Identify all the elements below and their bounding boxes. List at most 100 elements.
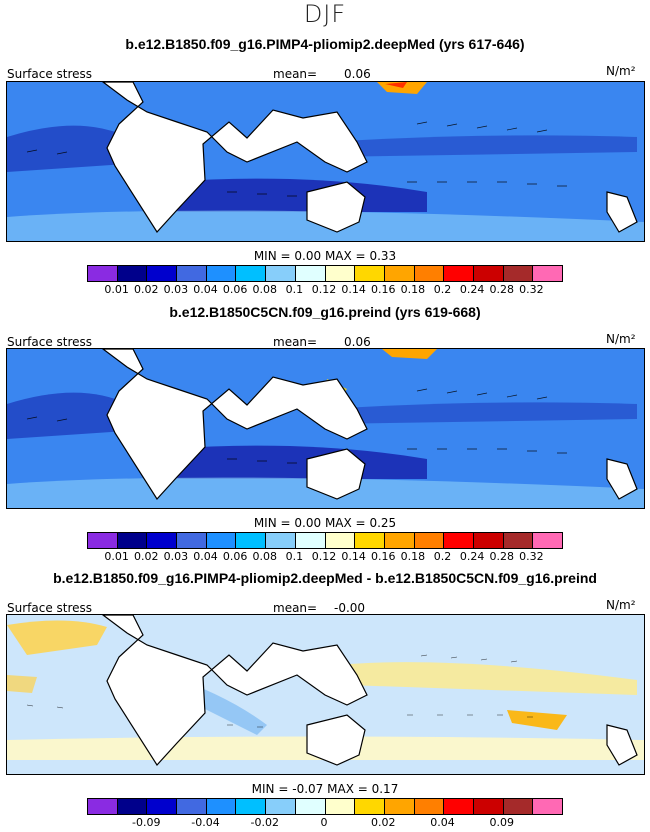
panel-2-tick-label: 0.28 (489, 550, 515, 563)
panel-2-colorbar-ticks: 0.01 0.02 0.03 0.04 0.06 0.08 0.1 0.12 0.14 0.16 0… (87, 550, 561, 564)
panel-1-tick-label: 0.16 (371, 283, 396, 296)
panel-2-min-label: MIN = (253, 516, 291, 530)
panel-2-minmax: MIN = 0.00 MAX = 0.25 (0, 516, 650, 530)
panel-1-tick-label: 0.1 (285, 283, 304, 296)
panel-2-colorbar (87, 532, 563, 549)
panel-3-colorbar-swatch (266, 799, 296, 814)
panel-2-tick-label: 0.02 (134, 550, 159, 563)
panel-1-tick-label: 0.08 (252, 283, 278, 296)
panel-2-units: N/m² (606, 332, 636, 346)
panel-3-mean-label: mean= (273, 601, 318, 615)
panel-3-tick-label: -0.09 (132, 816, 161, 829)
panel-1-colorbar-swatch (88, 266, 118, 281)
panel-1-tick-label: 0.18 (400, 283, 426, 296)
panel-2-tick-label: 0.18 (400, 550, 426, 563)
panel-2-colorbar-swatch (147, 533, 178, 548)
panel-3-max-value: 0.17 (371, 782, 399, 796)
panel-2-tick-label: 0.06 (222, 550, 248, 563)
panel-2-colorbar-swatch (177, 533, 207, 548)
panel-2-colorbar-swatch (473, 533, 504, 548)
panel-1-colorbar-swatch (325, 266, 356, 281)
panel-3-units: N/m² (606, 598, 636, 612)
panel-3-title: b.e12.B1850.f09_g16.PIMP4-pliomip2.deepM… (53, 570, 597, 586)
panel-3-map (6, 614, 645, 775)
panel-2-colorbar-swatch (266, 533, 296, 548)
panel-1-colorbar-ticks: 0.01 0.02 0.03 0.04 0.06 0.08 0.1 0.12 0.14 0.16 0… (87, 283, 561, 297)
panel-1-min-value: 0.00 (294, 249, 322, 263)
panel-2-tick-label: 0.04 (193, 550, 218, 563)
panel-1-colorbar-swatch (503, 266, 534, 281)
panel-3-colorbar-swatch (295, 799, 326, 814)
panel-3-minmax: MIN = -0.07 MAX = 0.17 (0, 782, 650, 796)
panel-2-colorbar-swatch (325, 533, 356, 548)
panel-2-colorbar-swatch (503, 533, 534, 548)
panel-2-title: b.e12.B1850C5CN.f09_g16.preind (yrs 619-… (169, 304, 481, 320)
panel-1-tick-label: 0.06 (222, 283, 248, 296)
panel-2-tick-label: 0.24 (459, 550, 485, 563)
panel-1-tick-label: 0.03 (163, 283, 189, 296)
panel-3-colorbar-swatch (473, 799, 504, 814)
panel-2-colorbar-swatch (117, 533, 148, 548)
panel-2-colorbar-swatch (444, 533, 474, 548)
panel-3-colorbar-swatch (117, 799, 148, 814)
panel-2-tick-label: 0.32 (519, 550, 544, 563)
panel-3-colorbar-swatch (88, 799, 118, 814)
panel-2-tick-label: 0.08 (252, 550, 278, 563)
panel-2-tick-label: 0.01 (104, 550, 129, 563)
panel-2-tick-label: 0.14 (341, 550, 366, 563)
panel-1-min-label: MIN = (253, 249, 291, 263)
panel-2-tick-label: 0.12 (311, 550, 337, 563)
panel-3-min-label: MIN = (251, 782, 289, 796)
panel-2-map (6, 348, 645, 509)
panel-2-colorbar-swatch (414, 533, 445, 548)
panel-3-colorbar-swatch (444, 799, 474, 814)
panel-2-colorbar-swatch (206, 533, 237, 548)
panel-1-units: N/m² (606, 64, 636, 78)
panel-3-colorbar-swatch (177, 799, 207, 814)
panel-3-colorbar-swatch (384, 799, 415, 814)
panel-3-map-plot (7, 615, 644, 774)
panel-3-tick-label: 0.02 (371, 816, 396, 829)
panel-3-colorbar-swatch (355, 799, 385, 814)
panel-1-colorbar-swatch (384, 266, 415, 281)
panel-1-max-label: MAX = (324, 249, 366, 263)
panel-3-colorbar-ticks: -0.09 -0.04 -0.02 0 0.02 0.04 0.09 (87, 816, 561, 830)
panel-1-variable-label: Surface stress (7, 67, 93, 81)
panel-1-tick-label: 0.04 (193, 283, 218, 296)
panel-2-tick-label: 0.2 (433, 550, 452, 563)
panel-3-colorbar-swatch (236, 799, 267, 814)
panel-3-colorbar-swatch (414, 799, 445, 814)
panel-2-tick-label: 0.03 (163, 550, 189, 563)
panel-3-colorbar-swatch (147, 799, 178, 814)
panel-3-tick-label: -0.04 (191, 816, 220, 829)
panel-3-mean-value: -0.00 (334, 601, 366, 615)
panel-1-colorbar-swatch (444, 266, 474, 281)
panel-3-colorbar-swatch (533, 799, 562, 814)
panel-1-colorbar (87, 265, 563, 282)
panel-3-tick-label: 0 (320, 816, 328, 829)
panel-1-colorbar-swatch (266, 266, 296, 281)
panel-3-colorbar (87, 798, 563, 815)
panel-1-colorbar-swatch (473, 266, 504, 281)
panel-1-tick-label: 0.28 (489, 283, 515, 296)
panel-1-colorbar-swatch (236, 266, 267, 281)
panel-3-tick-label: -0.02 (250, 816, 279, 829)
panel-1-tick-label: 0.01 (104, 283, 129, 296)
panel-1-tick-label: 0.12 (311, 283, 337, 296)
panel-2-mean-value: 0.06 (344, 335, 371, 349)
panel-1-map (6, 81, 645, 242)
panel-1-colorbar-swatch (206, 266, 237, 281)
panel-3-colorbar-swatch (503, 799, 534, 814)
panel-1-tick-label: 0.2 (433, 283, 452, 296)
panel-2-colorbar-swatch (236, 533, 267, 548)
panel-2-max-value: 0.25 (369, 516, 397, 530)
panel-2-variable-label: Surface stress (7, 335, 93, 349)
panel-1-minmax: MIN = 0.00 MAX = 0.33 (0, 249, 650, 263)
panel-1-title: b.e12.B1850.f09_g16.PIMP4-pliomip2.deepM… (125, 36, 525, 52)
panel-3-tick-label: 0.09 (489, 816, 515, 829)
panel-2-mean-label: mean= (273, 335, 318, 349)
panel-3-colorbar-swatch (325, 799, 356, 814)
panel-1-colorbar-swatch (355, 266, 385, 281)
panel-1-colorbar-swatch (147, 266, 178, 281)
panel-3-max-label: MAX = (327, 782, 368, 796)
